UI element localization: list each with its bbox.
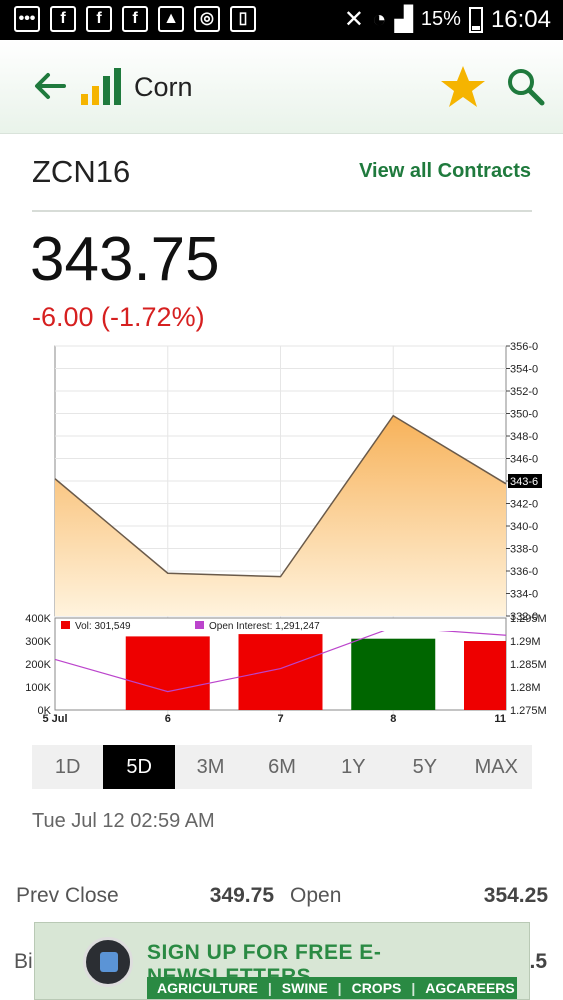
clock: 16:04 (490, 5, 551, 33)
x-axis-label: 5 Jul (42, 713, 67, 725)
price-axis-label: 352-0 (510, 386, 538, 398)
battery-percent: 15% (420, 8, 461, 30)
ad-link-crops[interactable]: CROPS (351, 980, 402, 996)
price-chart[interactable]: 356-0 354-0 352-0 350-0 348-0 346-0 343-6 342-0… (0, 338, 563, 728)
search-icon[interactable] (505, 66, 545, 106)
price-axis-label: 348-0 (510, 431, 538, 443)
price-axis-label: 346-0 (510, 454, 538, 466)
facebook-icon: f (50, 6, 76, 32)
stats-row: Prev Close 349.75 Open 354.25 (16, 884, 548, 914)
oi-axis-label: 1.285M (510, 659, 547, 671)
facebook-icon: f (86, 6, 112, 32)
range-3m-button[interactable]: 3M (196, 756, 225, 778)
last-price: 343.75 (30, 225, 220, 294)
prev-close-label: Prev Close (16, 884, 119, 907)
notification-icons: ••• f f f ▲ ◎ ▯ (14, 6, 256, 32)
oi-axis-label: 1.295M (510, 613, 547, 625)
oi-axis-label: 1.275M (510, 705, 547, 717)
newsletter-icon (83, 937, 133, 987)
signal-icon: ▟ (394, 6, 413, 33)
price-axis-label: 342-0 (510, 499, 538, 511)
x-axis-label: 11 (494, 713, 506, 725)
volume-bar (125, 636, 210, 710)
system-indicators: ✕ ◔ ▟ 15% 16:04 (344, 5, 551, 34)
range-1d-button[interactable]: 1D (54, 756, 81, 778)
open-label: Open (290, 884, 342, 907)
last-price-label-bg (508, 474, 542, 488)
range-5y-button[interactable]: 5Y (412, 756, 438, 778)
ad-link-agriculture[interactable]: AGRICULTURE (157, 980, 258, 996)
price-axis-label: 338-0 (510, 544, 538, 556)
volume-bar (238, 634, 323, 710)
status-bar: ••• f f f ▲ ◎ ▯ ✕ ◔ ▟ 15% 16:04 (0, 0, 563, 40)
open-value: 354.25 (483, 884, 548, 907)
volume-axis-label: 100K (25, 682, 51, 694)
wifi-icon: ◔ (371, 5, 387, 33)
bar-chart-logo-icon (81, 68, 121, 105)
phone-icon: ▯ (230, 6, 256, 32)
contract-symbol: ZCN16 (32, 154, 131, 189)
range-1y-button[interactable]: 1Y (341, 756, 366, 778)
partial-stat-value: .5 (529, 950, 547, 973)
partial-stat-label: Bi (14, 950, 33, 973)
view-all-contracts-link[interactable]: View all Contracts (359, 160, 531, 182)
ad-link-agcareers[interactable]: AGCAREERS (425, 980, 515, 996)
back-arrow-icon[interactable] (30, 66, 70, 106)
oi-legend-swatch (195, 621, 204, 629)
volume-bar (464, 641, 506, 710)
price-axis-label: 334-0 (510, 589, 538, 601)
oi-legend-label: Open Interest: 1,291,247 (209, 621, 320, 632)
oi-axis-label: 1.29M (510, 636, 541, 648)
newsletter-ad-banner[interactable]: SIGN UP FOR FREE E-NEWSLETTERS AGRICULTU… (34, 922, 530, 1000)
volume-legend-bg (56, 619, 505, 631)
price-chart-svg: 356-0 354-0 352-0 350-0 348-0 346-0 343-6 342-0… (25, 341, 547, 725)
price-area (55, 415, 506, 616)
favorite-star-icon[interactable] (440, 64, 486, 110)
page-title: Corn (134, 72, 193, 102)
range-5d-button[interactable]: 5D (103, 745, 175, 789)
app-bar: Corn (0, 40, 563, 134)
message-icon: ••• (14, 6, 40, 32)
volume-legend-swatch (61, 621, 70, 629)
mute-icon: ✕ (343, 6, 364, 33)
price-axis-label: 340-0 (510, 521, 538, 533)
quote-timestamp: Tue Jul 12 02:59 AM (32, 810, 215, 832)
ad-separator: | (411, 980, 416, 996)
price-axis-label: 350-0 (510, 409, 538, 421)
ad-link-swine[interactable]: SWINE (281, 980, 328, 996)
battery-icon (468, 6, 483, 33)
image-icon: ▲ (158, 6, 184, 32)
ad-separator: | (337, 980, 342, 996)
volume-axis-label: 200K (25, 659, 51, 671)
price-axis-label: 336-0 (510, 566, 538, 578)
price-axis-label: 356-0 (510, 341, 538, 353)
volume-axis-label: 0K (38, 705, 52, 717)
shield-icon: ◎ (194, 6, 220, 32)
range-max-button[interactable]: MAX (474, 756, 518, 778)
volume-axis-label: 300K (25, 636, 51, 648)
oi-axis-label: 1.28M (510, 682, 541, 694)
x-axis-label: 8 (390, 713, 396, 725)
ad-links: AGRICULTURE | SWINE | CROPS | AGCAREERS (147, 977, 517, 999)
volume-legend-label: Vol: 301,549 (75, 621, 131, 632)
prev-close-value: 349.75 (209, 884, 274, 907)
ad-separator: | (267, 980, 272, 996)
range-selector: 1D 5D 3M 6M 1Y 5Y MAX (32, 745, 532, 789)
price-line (54, 414, 507, 578)
x-axis-label: 7 (277, 713, 283, 725)
price-axis-label: 332-0 (510, 611, 538, 623)
price-axis-label: 343-6 (510, 476, 538, 488)
price-axis-label: 354-0 (510, 364, 538, 376)
divider (32, 210, 532, 212)
facebook-icon: f (122, 6, 148, 32)
volume-axis-label: 400K (25, 613, 51, 625)
price-change: -6.00 (-1.72%) (32, 302, 205, 332)
volume-bar (351, 638, 436, 710)
range-6m-button[interactable]: 6M (268, 756, 296, 778)
x-axis-label: 6 (165, 713, 171, 725)
